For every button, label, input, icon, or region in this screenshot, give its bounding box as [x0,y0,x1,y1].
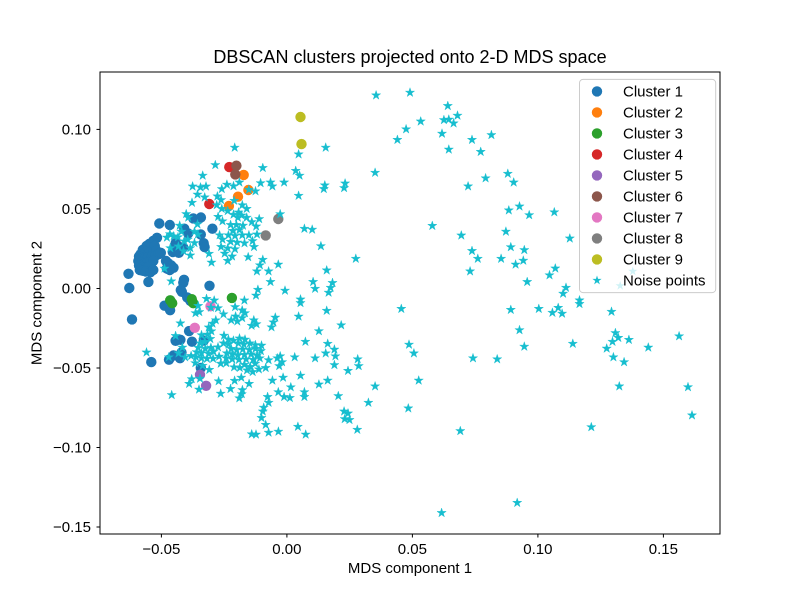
svg-text:Cluster 1: Cluster 1 [623,84,683,101]
svg-text:0.15: 0.15 [649,541,678,558]
svg-text:Cluster 9: Cluster 9 [623,252,683,269]
svg-text:Cluster 8: Cluster 8 [623,231,683,248]
svg-text:MDS component 2: MDS component 2 [29,241,46,365]
svg-text:−0.15: −0.15 [53,519,91,536]
svg-text:0.10: 0.10 [523,541,552,558]
svg-text:0.00: 0.00 [272,541,301,558]
svg-text:Cluster 4: Cluster 4 [623,147,683,164]
svg-text:−0.05: −0.05 [142,541,180,558]
svg-text:Cluster 3: Cluster 3 [623,126,683,143]
svg-text:Cluster 7: Cluster 7 [623,210,683,227]
svg-text:Cluster 6: Cluster 6 [623,189,683,206]
svg-text:Noise points: Noise points [623,273,706,290]
svg-text:DBSCAN clusters projected onto: DBSCAN clusters projected onto 2-D MDS s… [213,47,606,67]
svg-text:0.00: 0.00 [62,281,91,298]
svg-text:0.10: 0.10 [62,122,91,139]
svg-text:Cluster 5: Cluster 5 [623,168,683,185]
svg-text:MDS component 1: MDS component 1 [348,560,472,577]
svg-text:−0.10: −0.10 [53,440,91,457]
svg-text:0.05: 0.05 [398,541,427,558]
svg-text:−0.05: −0.05 [53,360,91,377]
svg-text:Cluster 2: Cluster 2 [623,105,683,122]
svg-text:0.05: 0.05 [62,201,91,218]
